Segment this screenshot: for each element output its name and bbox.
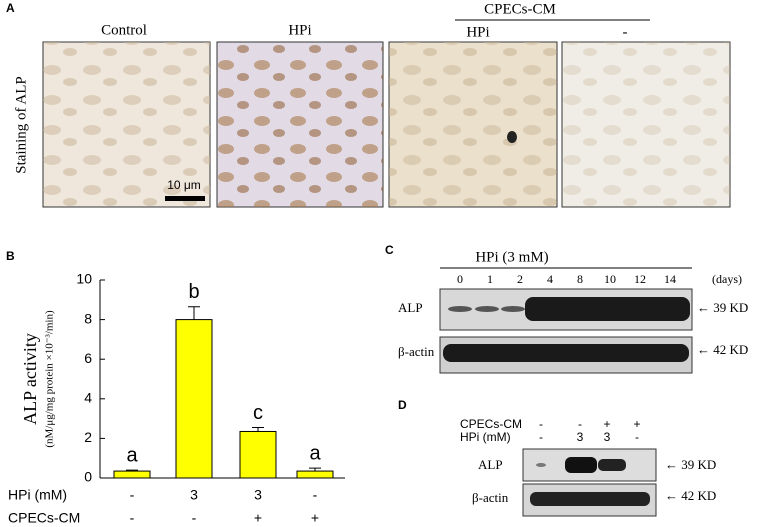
condition-value: +	[603, 417, 610, 431]
band	[536, 463, 546, 467]
column-label: HPi	[288, 22, 311, 38]
size-label: ← 39 KD	[697, 300, 748, 315]
lane-label: 1	[487, 272, 493, 286]
condition-value: -	[130, 510, 135, 526]
column-label: Control	[101, 22, 147, 38]
condition-name: HPi (mM)	[460, 430, 511, 444]
condition-value: 3	[577, 430, 584, 444]
panel-label: A	[6, 1, 15, 15]
bar	[113, 470, 151, 479]
condition-value: 3	[190, 487, 198, 503]
band	[565, 457, 597, 473]
group-label: CPECs-CM	[484, 1, 556, 17]
size-label: ← 39 KD	[665, 457, 716, 472]
y-tick-label: 4	[84, 390, 92, 406]
panel-label: D	[398, 398, 407, 412]
band	[525, 297, 690, 321]
condition-value: 3	[604, 430, 611, 444]
y-tick-label: 2	[84, 429, 92, 445]
condition-value: -	[578, 417, 582, 431]
size-label: ← 42 KD	[697, 342, 748, 357]
column-label: HPi	[466, 24, 489, 40]
band	[443, 344, 689, 362]
y-axis-label: ALP activity	[20, 333, 40, 425]
bar	[175, 319, 213, 479]
lane-label: 2	[517, 272, 523, 286]
condition-value: +	[254, 510, 262, 526]
condition-value: -	[635, 430, 639, 444]
y-tick-label: 8	[84, 310, 92, 326]
lane-label: 10	[604, 272, 616, 286]
condition-value: +	[311, 510, 319, 526]
y-axis-sublabel: (nM/μg/mg protein ×10⁻³/min)	[44, 310, 56, 448]
blot-title: HPi (3 mM)	[475, 249, 548, 265]
row-label: Staining of ALP	[13, 76, 29, 174]
band	[598, 459, 626, 471]
micrograph-texture	[389, 42, 557, 207]
lane-label: 8	[577, 272, 583, 286]
row-label: ALP	[398, 300, 423, 315]
micrograph-texture	[217, 42, 383, 207]
band	[475, 306, 499, 312]
lane-label: 4	[547, 272, 553, 286]
row-label: β-actin	[472, 490, 509, 505]
scale-label: 10 μm	[167, 178, 201, 192]
y-tick-label: 0	[84, 469, 92, 485]
lane-label: 14	[664, 272, 676, 286]
row-label: ALP	[478, 457, 503, 472]
lane-label: 0	[457, 272, 463, 286]
error-bar	[252, 427, 264, 432]
condition-value: -	[130, 487, 135, 503]
condition-value: -	[539, 430, 543, 444]
condition-name: CPECs-CM	[8, 510, 80, 526]
panel-label: B	[6, 249, 15, 263]
unit-label: (days)	[712, 272, 742, 286]
significance-label: b	[188, 281, 199, 303]
y-tick-label: 6	[84, 350, 92, 366]
column-label: -	[623, 24, 628, 40]
lane-labels: 0 1 2 4 8 10 12 14	[457, 272, 676, 286]
significance-label: a	[126, 444, 138, 466]
size-label: ← 42 KD	[665, 488, 716, 503]
bar	[296, 470, 334, 479]
row-label: β-actin	[398, 344, 435, 359]
bar	[239, 430, 277, 479]
band	[448, 306, 472, 312]
error-bar	[126, 469, 138, 472]
condition-name: CPECs-CM	[460, 417, 522, 431]
significance-label: c	[253, 402, 263, 424]
condition-value: 3	[254, 487, 262, 503]
micrograph-texture	[43, 42, 210, 207]
condition-value: -	[539, 417, 543, 431]
band	[530, 492, 650, 506]
bar-chart: 0 2 4 6 8 10 a - - b 3 - c 3 + a - + HPi (mM) CPECs-CM	[8, 271, 345, 526]
error-bar	[309, 467, 321, 472]
conditions: CPECs-CM - - + +HPi (mM) -3 3-	[460, 417, 641, 444]
band	[501, 306, 525, 312]
condition-name: HPi (mM)	[8, 487, 67, 503]
panel-label: C	[385, 243, 394, 257]
micrograph-texture	[562, 42, 730, 207]
y-tick-label: 10	[76, 271, 92, 287]
condition-value: -	[192, 510, 197, 526]
condition-value: +	[633, 417, 640, 431]
cell-stain	[507, 131, 517, 143]
scale-bar	[165, 196, 205, 201]
lane-label: 12	[634, 272, 646, 286]
error-bar	[188, 306, 200, 320]
significance-label: a	[309, 442, 321, 464]
condition-value: -	[313, 487, 318, 503]
